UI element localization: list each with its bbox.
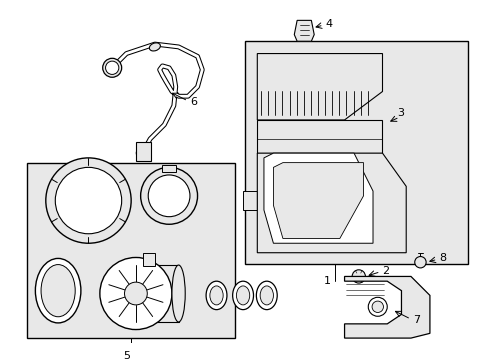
Circle shape [102,58,122,77]
Text: 6: 6 [189,97,197,107]
Circle shape [100,257,172,329]
Circle shape [124,282,147,305]
Ellipse shape [236,286,249,305]
Text: 1: 1 [324,276,330,286]
Circle shape [367,297,386,316]
Bar [244,41,467,264]
Polygon shape [257,54,382,120]
Circle shape [371,301,383,312]
Text: 3: 3 [396,108,403,118]
Ellipse shape [232,281,253,310]
Polygon shape [257,120,382,153]
Polygon shape [264,153,372,243]
Polygon shape [294,21,314,41]
Circle shape [148,175,189,217]
Polygon shape [273,163,363,239]
Ellipse shape [41,265,75,317]
Ellipse shape [205,281,226,310]
Bar [382,191,396,210]
Polygon shape [344,276,429,338]
Ellipse shape [256,281,277,310]
Circle shape [414,257,425,268]
Ellipse shape [35,258,81,323]
Bar [243,191,257,210]
Bar [382,220,396,239]
Bar [136,265,178,322]
Circle shape [46,158,131,243]
Text: 7: 7 [412,315,419,325]
Circle shape [105,61,119,75]
Bar [162,165,175,172]
Bar [27,163,235,338]
Ellipse shape [172,265,185,322]
Ellipse shape [149,43,160,51]
Text: 2: 2 [382,266,389,276]
Text: 5: 5 [122,351,130,360]
Polygon shape [257,153,406,253]
Circle shape [55,167,122,234]
Bar [143,253,155,266]
Ellipse shape [136,146,145,157]
Text: 8: 8 [439,253,446,264]
Ellipse shape [209,286,223,305]
Ellipse shape [260,286,273,305]
Circle shape [351,270,365,283]
Bar [136,142,151,161]
Circle shape [141,167,197,224]
Text: 4: 4 [325,19,332,29]
